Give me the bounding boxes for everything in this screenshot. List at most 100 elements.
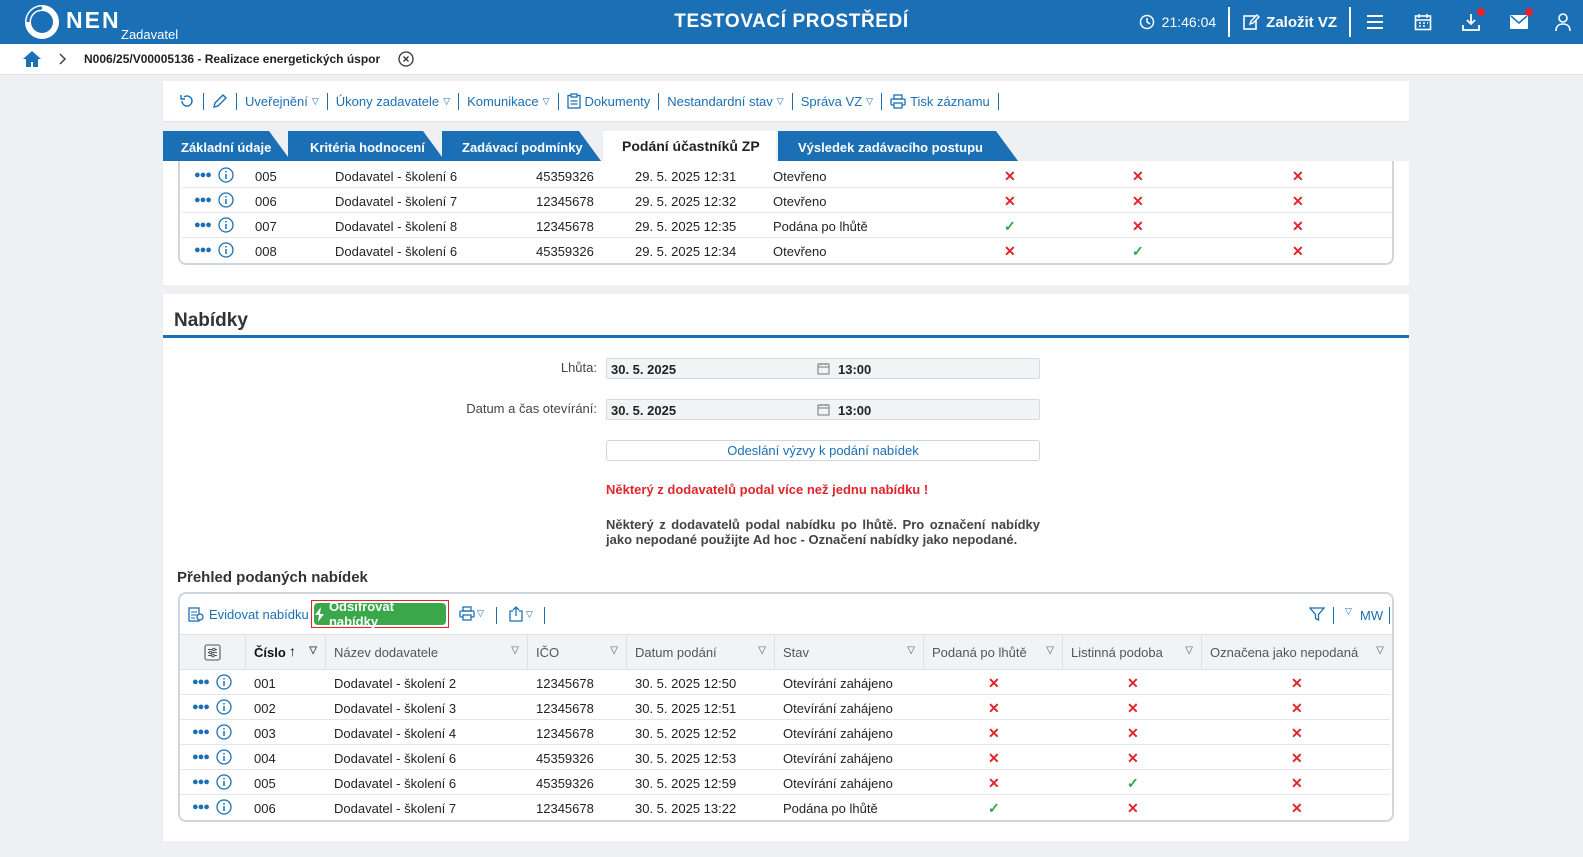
column-header-ico[interactable]: IČO ▽ — [528, 635, 627, 670]
send-invitation-button[interactable]: Odeslání výzvy k podání nabídek — [606, 440, 1040, 461]
filter-button[interactable] — [1309, 606, 1325, 622]
filter-arrow-icon[interactable]: ▽ — [907, 645, 915, 656]
download-button[interactable] — [1447, 0, 1495, 44]
clock-icon — [1139, 14, 1154, 30]
more-actions-icon[interactable]: ●●● — [192, 701, 210, 713]
more-actions-icon[interactable]: ●●● — [192, 726, 210, 738]
info-icon[interactable] — [216, 699, 232, 715]
info-icon[interactable] — [218, 167, 234, 183]
tab-kriteria-hodnoceni[interactable]: Kritéria hodnocení — [288, 131, 445, 161]
user-button[interactable] — [1543, 0, 1583, 44]
lhuta-field[interactable]: 30. 5. 2025 13:00 — [606, 358, 1040, 379]
tab-zakladni-udaje[interactable]: Základní údaje — [163, 131, 291, 161]
decrypt-label: Odšifrovat nabídky — [328, 599, 394, 629]
table-row[interactable]: ●●● 007 Dodavatel - školení 8 12345678 2… — [182, 213, 1392, 238]
action-ukony-zadavatele[interactable]: Úkony zadavatele ▽ — [328, 92, 460, 110]
table-row[interactable]: ●●● 004 Dodavatel - školení 6 45359326 3… — [180, 745, 1390, 770]
messages-button[interactable] — [1495, 0, 1543, 44]
column-header-stav[interactable]: Stav ▽ — [775, 635, 924, 670]
table-row[interactable]: ●●● 002 Dodavatel - školení 3 12345678 3… — [180, 695, 1390, 720]
nabidky-panel: Nabídky Lhůta: 30. 5. 2025 13:00 Datum a… — [163, 294, 1409, 841]
evidovat-label: Evidovat nabídku — [209, 606, 309, 622]
overview-title: Přehled podaných nabídek — [177, 569, 368, 586]
breadcrumb-title[interactable]: N006/25/V00005136 - Realizace energetick… — [84, 52, 381, 66]
grid-export-button[interactable]: ▽ — [508, 606, 533, 622]
table-row[interactable]: ●●● 006 Dodavatel - školení 7 12345678 2… — [182, 188, 1392, 213]
column-header-datum[interactable]: Datum podání ▽ — [627, 635, 775, 670]
otevirani-field[interactable]: 30. 5. 2025 13:00 — [606, 399, 1040, 420]
cell-datum: 30. 5. 2025 12:59 — [635, 776, 737, 791]
cross-icon: ✕ — [988, 725, 1000, 741]
column-header-cislo[interactable]: Číslo ↑ ▽ — [246, 635, 326, 670]
filter-arrow-icon[interactable]: ▽ — [1376, 645, 1384, 656]
more-actions-icon[interactable]: ●●● — [194, 194, 212, 206]
table-row[interactable]: ●●● 005 Dodavatel - školení 6 45359326 3… — [180, 770, 1390, 795]
column-header-nazev[interactable]: Název dodavatele ▽ — [326, 635, 528, 670]
info-icon[interactable] — [216, 799, 232, 815]
close-icon[interactable] — [398, 51, 414, 67]
info-icon[interactable] — [216, 724, 232, 740]
divider — [1349, 7, 1351, 37]
more-actions-icon[interactable]: ●●● — [194, 169, 212, 181]
more-actions-icon[interactable]: ●●● — [194, 219, 212, 231]
info-icon[interactable] — [218, 217, 234, 233]
info-icon[interactable] — [216, 674, 232, 690]
filter-arrow-icon[interactable]: ▽ — [511, 645, 519, 656]
refresh-button[interactable] — [171, 92, 204, 110]
info-icon[interactable] — [216, 774, 232, 790]
column-label: Stav — [783, 645, 810, 660]
table-row[interactable]: ●●● 001 Dodavatel - školení 2 12345678 3… — [180, 670, 1390, 695]
cell-cislo: 005 — [254, 776, 276, 791]
column-header-nepodana[interactable]: Označena jako nepodaná ▽ — [1202, 635, 1392, 670]
info-icon[interactable] — [216, 749, 232, 765]
view-name[interactable]: MW — [1360, 608, 1384, 623]
register-offer-icon — [188, 607, 204, 622]
action-nestandardni-stav[interactable]: Nestandardní stav ▽ — [659, 92, 793, 110]
action-label: Správa VZ — [800, 93, 863, 109]
cell-datum: 30. 5. 2025 13:22 — [635, 801, 737, 816]
edit-button[interactable] — [204, 92, 237, 110]
cell-stav: Otevírání zahájeno — [783, 701, 893, 716]
table-row[interactable]: ●●● 005 Dodavatel - školení 6 45359326 2… — [182, 163, 1392, 188]
filter-arrow-icon[interactable]: ▽ — [309, 645, 317, 656]
more-actions-icon[interactable]: ●●● — [192, 801, 210, 813]
info-icon[interactable] — [218, 192, 234, 208]
odsifrovat-nabidky-button[interactable]: Odšifrovat nabídky — [314, 599, 446, 629]
table-row[interactable]: ●●● 003 Dodavatel - školení 4 12345678 3… — [180, 720, 1390, 745]
more-actions-icon[interactable]: ●●● — [192, 751, 210, 763]
notification-dot — [1525, 8, 1533, 16]
filter-arrow-icon[interactable]: ▽ — [610, 645, 618, 656]
action-sprava-vz[interactable]: Správa VZ ▽ — [793, 92, 883, 110]
tab-podani-ucastniku[interactable]: Podání účastníků ZP — [603, 131, 776, 162]
action-tisk-zaznamu[interactable]: Tisk záznamu — [882, 92, 999, 110]
new-vz-button[interactable]: Založit VZ — [1230, 13, 1349, 31]
hamburger-icon — [1367, 15, 1383, 29]
more-actions-icon[interactable]: ●●● — [192, 776, 210, 788]
evidovat-nabidku-button[interactable]: Evidovat nabídku — [188, 606, 309, 622]
menu-button[interactable] — [1351, 0, 1399, 44]
more-actions-icon[interactable]: ●●● — [192, 676, 210, 688]
table-row[interactable]: ●●● 008 Dodavatel - školení 6 45359326 2… — [182, 238, 1392, 263]
filter-arrow-icon[interactable]: ▽ — [1185, 645, 1193, 656]
more-actions-icon[interactable]: ●●● — [194, 244, 212, 256]
grid-print-button[interactable]: ▽ — [459, 606, 484, 621]
action-dokumenty[interactable]: Dokumenty — [559, 92, 660, 110]
column-settings-button[interactable] — [180, 635, 246, 670]
table-row[interactable]: ●●● 006 Dodavatel - školení 7 12345678 3… — [180, 795, 1390, 820]
view-dropdown-button[interactable]: ▽ — [1345, 606, 1352, 617]
cell-ico: 12345678 — [536, 194, 594, 209]
action-komunikace[interactable]: Komunikace ▽ — [459, 92, 559, 110]
tab-zadavaci-podminky[interactable]: Zadávací podmínky — [442, 131, 601, 161]
calendar-button[interactable] — [1399, 0, 1447, 44]
tab-vysledek-zadavaciho-postupu[interactable]: Výsledek zadávacího postupu — [778, 131, 1018, 161]
filter-arrow-icon[interactable]: ▽ — [758, 645, 766, 656]
column-header-po-lhute[interactable]: Podaná po lhůtě ▽ — [924, 635, 1063, 670]
sort-ascending-icon[interactable]: ↑ — [289, 643, 296, 659]
column-header-listinna[interactable]: Listinná podoba ▽ — [1063, 635, 1202, 670]
filter-arrow-icon[interactable]: ▽ — [1046, 645, 1054, 656]
logo-text[interactable]: NEN — [66, 7, 121, 33]
info-icon[interactable] — [218, 242, 234, 258]
cell-datum: 30. 5. 2025 12:53 — [635, 751, 737, 766]
home-icon[interactable] — [22, 50, 42, 68]
action-uverejneni[interactable]: Uveřejnění ▽ — [237, 92, 328, 110]
